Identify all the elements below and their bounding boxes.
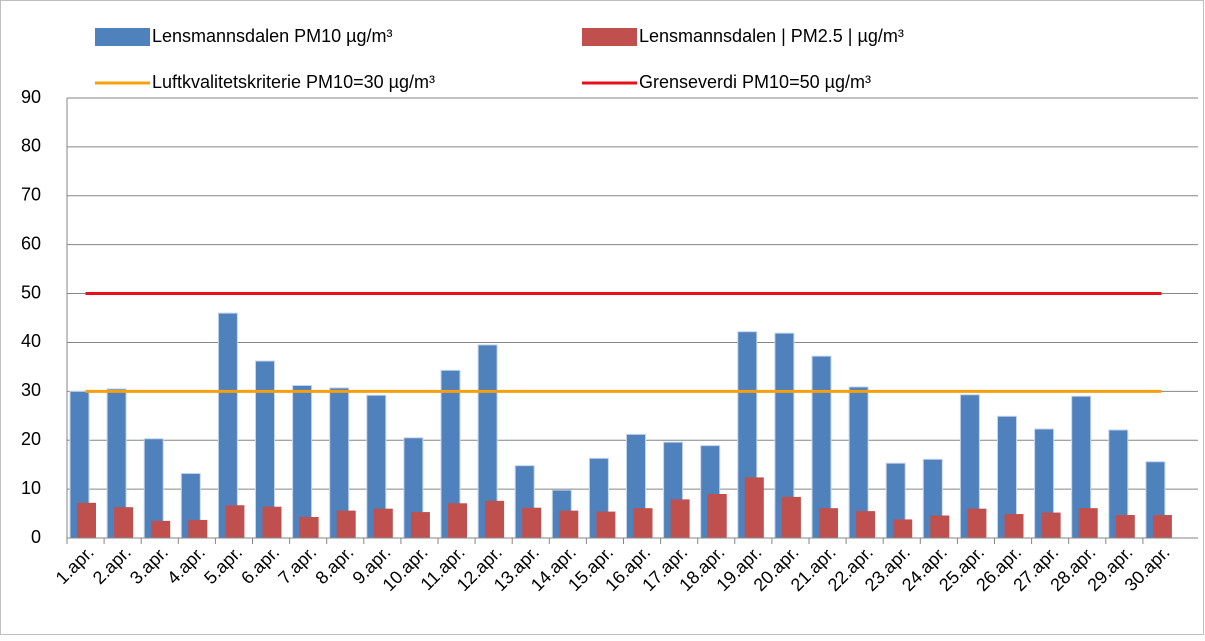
y-tick-label: 90 <box>21 87 41 107</box>
bar <box>1152 515 1172 538</box>
bar <box>262 506 282 538</box>
bar <box>559 510 579 538</box>
bar <box>633 508 653 538</box>
y-tick-label: 80 <box>21 136 41 156</box>
bar <box>217 312 238 539</box>
bar <box>373 508 393 538</box>
bar <box>967 508 987 538</box>
bar <box>336 510 356 538</box>
bar <box>781 496 801 538</box>
bar <box>1004 514 1024 538</box>
bar <box>1115 515 1135 538</box>
y-tick-label: 10 <box>21 478 41 498</box>
legend-swatch <box>95 28 150 46</box>
y-tick-label: 40 <box>21 331 41 351</box>
legend-label: Lensmannsdalen | PM2.5 | µg/m³ <box>639 26 904 46</box>
legend-label: Grenseverdi PM10=50 µg/m³ <box>639 72 871 92</box>
bar <box>893 519 913 538</box>
bar <box>596 511 616 538</box>
bar <box>292 384 313 539</box>
bar <box>856 511 876 538</box>
bar <box>1078 508 1098 538</box>
bar <box>114 507 134 538</box>
bar <box>448 503 467 538</box>
bar <box>707 494 727 538</box>
bar <box>819 508 838 538</box>
bar <box>299 516 319 538</box>
y-tick-label: 20 <box>21 429 41 449</box>
bar <box>225 505 245 538</box>
bar <box>77 502 96 538</box>
y-tick-label: 30 <box>21 380 41 400</box>
bar <box>522 507 542 538</box>
bar <box>188 519 208 538</box>
y-tick-label: 70 <box>21 185 41 205</box>
bar <box>410 512 430 538</box>
bar <box>151 520 171 538</box>
bar <box>670 499 690 538</box>
bar <box>1041 512 1061 538</box>
y-tick-label: 60 <box>21 233 41 253</box>
bar <box>744 477 764 538</box>
y-tick-label: 0 <box>31 527 41 547</box>
bar <box>485 500 505 538</box>
y-tick-label: 50 <box>21 282 41 302</box>
bar <box>930 515 950 538</box>
legend-swatch <box>582 28 637 46</box>
legend-label: Lensmannsdalen PM10 µg/m³ <box>152 26 393 46</box>
legend-label: Luftkvalitetskriterie PM10=30 µg/m³ <box>152 72 435 92</box>
